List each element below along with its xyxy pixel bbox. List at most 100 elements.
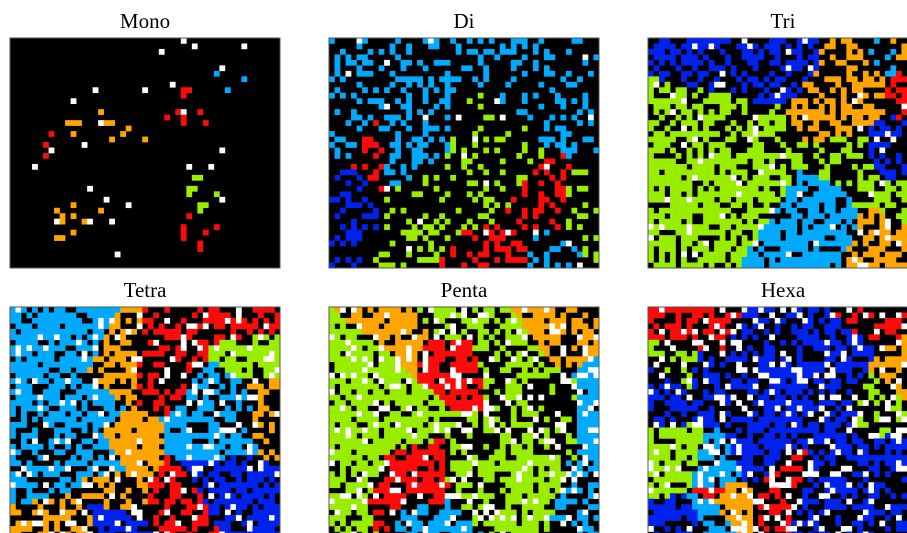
pixel bbox=[329, 340, 335, 346]
pixel bbox=[395, 142, 401, 148]
pixel bbox=[731, 186, 737, 192]
pixel bbox=[511, 356, 517, 362]
pixel bbox=[269, 477, 275, 483]
pixel bbox=[890, 257, 896, 263]
pixel bbox=[786, 60, 792, 66]
pixel bbox=[186, 329, 192, 335]
pixel bbox=[494, 406, 500, 412]
pixel bbox=[758, 362, 764, 368]
pixel bbox=[824, 208, 830, 214]
pixel bbox=[797, 65, 803, 71]
pixel bbox=[351, 241, 357, 247]
pixel bbox=[340, 307, 346, 313]
pixel bbox=[428, 82, 434, 88]
pixel bbox=[478, 488, 484, 494]
pixel-grid bbox=[648, 307, 907, 533]
pixel bbox=[406, 460, 412, 466]
pixel bbox=[544, 164, 550, 170]
pixel bbox=[879, 169, 885, 175]
pixel bbox=[76, 460, 82, 466]
pixel bbox=[49, 323, 55, 329]
pixel bbox=[153, 477, 159, 483]
pixel bbox=[32, 329, 38, 335]
pixel bbox=[538, 164, 544, 170]
pixel bbox=[472, 142, 478, 148]
pixel bbox=[109, 362, 115, 368]
pixel bbox=[797, 169, 803, 175]
pixel bbox=[192, 356, 198, 362]
pixel bbox=[753, 191, 759, 197]
pixel bbox=[186, 395, 192, 401]
pixel bbox=[681, 142, 687, 148]
pixel bbox=[544, 438, 550, 444]
pixel bbox=[896, 362, 902, 368]
pixel bbox=[434, 219, 440, 225]
pixel bbox=[648, 169, 654, 175]
pixel bbox=[357, 460, 363, 466]
pixel bbox=[522, 54, 528, 60]
pixel bbox=[780, 219, 786, 225]
pixel bbox=[874, 252, 880, 258]
pixel bbox=[390, 466, 396, 472]
pixel bbox=[764, 235, 770, 241]
pixel bbox=[357, 257, 363, 263]
pixel bbox=[731, 202, 737, 208]
pixel bbox=[896, 87, 902, 93]
pixel bbox=[505, 334, 511, 340]
pixel bbox=[874, 131, 880, 137]
pixel bbox=[533, 49, 539, 55]
pixel bbox=[522, 488, 528, 494]
pixel bbox=[747, 224, 753, 230]
pixel bbox=[423, 417, 429, 423]
pixel bbox=[736, 362, 742, 368]
pixel bbox=[478, 38, 484, 44]
pixel bbox=[648, 241, 654, 247]
pixel bbox=[560, 175, 566, 181]
pixel bbox=[555, 334, 561, 340]
pixel bbox=[791, 191, 797, 197]
pixel bbox=[692, 312, 698, 318]
pixel bbox=[885, 197, 891, 203]
pixel bbox=[588, 526, 594, 532]
pixel bbox=[835, 126, 841, 132]
pixel bbox=[208, 389, 214, 395]
pixel bbox=[824, 169, 830, 175]
pixel bbox=[489, 427, 495, 433]
pixel bbox=[736, 186, 742, 192]
pixel bbox=[571, 384, 577, 390]
pixel bbox=[857, 82, 863, 88]
pixel bbox=[577, 422, 583, 428]
pixel bbox=[368, 115, 374, 121]
pixel bbox=[126, 455, 132, 461]
pixel bbox=[868, 109, 874, 115]
pixel bbox=[720, 334, 726, 340]
pixel bbox=[98, 515, 104, 521]
pixel bbox=[445, 400, 451, 406]
pixel bbox=[346, 433, 352, 439]
pixel bbox=[560, 323, 566, 329]
pixel bbox=[681, 104, 687, 110]
pixel bbox=[104, 318, 110, 324]
pixel bbox=[747, 191, 753, 197]
pixel bbox=[192, 329, 198, 335]
pixel bbox=[175, 466, 181, 472]
pixel bbox=[511, 510, 517, 516]
pixel bbox=[472, 131, 478, 137]
pixel bbox=[841, 38, 847, 44]
pixel bbox=[115, 312, 121, 318]
pixel bbox=[384, 329, 390, 335]
pixel bbox=[648, 351, 654, 357]
pixel bbox=[670, 93, 676, 99]
pixel bbox=[379, 482, 385, 488]
pixel bbox=[434, 104, 440, 110]
pixel bbox=[522, 318, 528, 324]
pixel bbox=[423, 378, 429, 384]
pixel bbox=[236, 400, 242, 406]
pixel bbox=[483, 213, 489, 219]
pixel bbox=[16, 384, 22, 390]
pixel bbox=[340, 438, 346, 444]
pixel bbox=[725, 191, 731, 197]
pixel bbox=[71, 230, 77, 236]
pixel bbox=[439, 526, 445, 532]
pixel bbox=[802, 38, 808, 44]
